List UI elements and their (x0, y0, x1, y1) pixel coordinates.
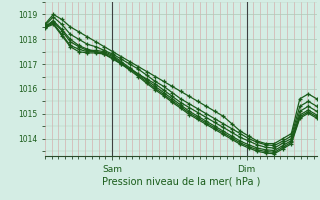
X-axis label: Pression niveau de la mer( hPa ): Pression niveau de la mer( hPa ) (102, 177, 260, 187)
